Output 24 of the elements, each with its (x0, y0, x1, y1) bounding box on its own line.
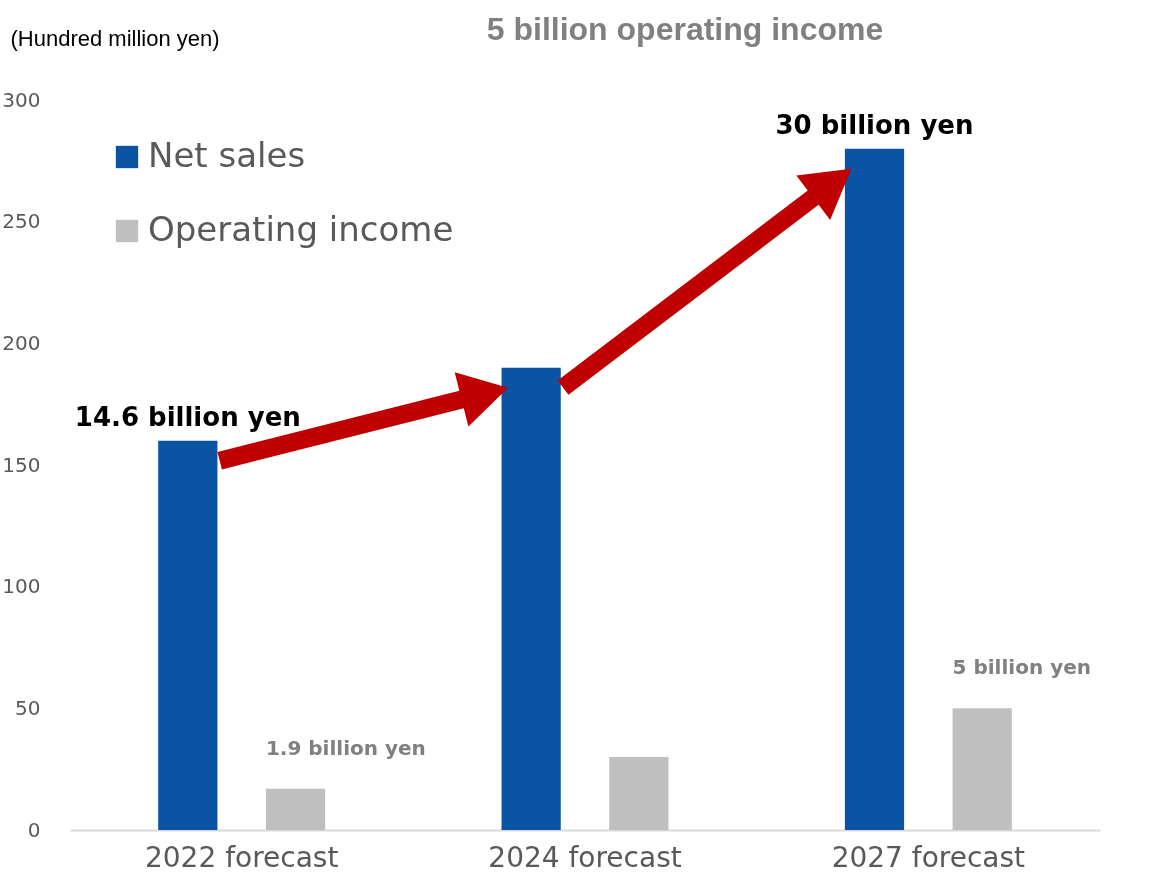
bar (501, 367, 561, 830)
bar (952, 708, 1012, 830)
y-tick-label: 50 (15, 695, 41, 720)
chart-title: 5 billion operating income (486, 11, 884, 47)
y-tick-label: 250 (2, 209, 41, 234)
annotation: 5 billion yen (952, 655, 1091, 680)
y-tick-label: 0 (27, 817, 41, 842)
y-tick-label: 100 (2, 574, 41, 599)
y-axis-title: (Hundred million yen) (10, 25, 220, 51)
y-tick-label: 150 (2, 452, 41, 477)
y-tick-label: 300 (2, 87, 41, 112)
bar (609, 757, 669, 830)
bar (158, 440, 218, 830)
x-tick-label: 2024 forecast (488, 840, 682, 874)
legend-label: Operating income (148, 209, 454, 249)
legend-label: Net sales (148, 135, 306, 175)
bar (844, 148, 905, 830)
y-tick-label: 200 (2, 330, 41, 355)
annotation: 14.6 billion yen (74, 401, 301, 432)
x-tick-label: 2027 forecast (831, 840, 1026, 874)
annotation: 1.9 billion yen (265, 735, 426, 760)
annotation: 30 billion yen (775, 109, 974, 140)
x-tick-label: 2022 forecast (144, 840, 339, 874)
bar (265, 788, 326, 830)
